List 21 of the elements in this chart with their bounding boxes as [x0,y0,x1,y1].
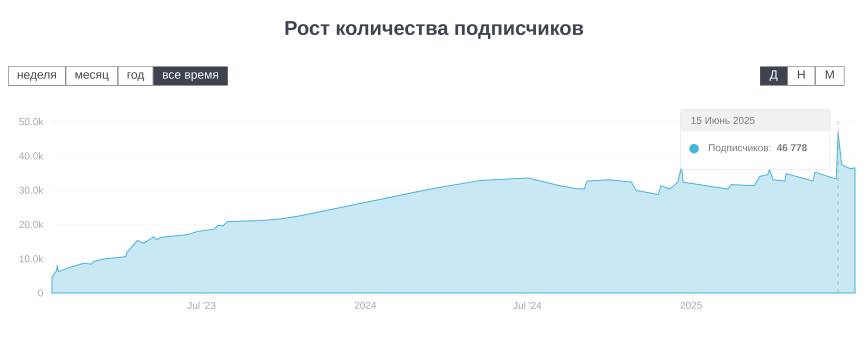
text: Д [770,70,778,82]
x-tick-label: 2024 [354,302,376,309]
y-tick-label: 30.0k [19,186,44,194]
chart-title: Рост количества подписчиков [285,21,584,39]
y-tick-label: 20.0k [19,220,44,228]
x-tick-label: 2025 [680,302,702,309]
y-tick-label: 10.0k [20,255,44,262]
text: месяц [75,72,109,82]
legend-label: Подписчиков: [708,144,770,154]
text: Н [798,70,805,79]
annotation: 15 Июнь 2025 [692,116,755,124]
annotation: 46 778 [776,144,807,152]
y-tick-label: 50.0k [19,118,44,126]
x-tick-label: Jul '23 [187,302,216,310]
text: все время [163,72,218,82]
text: неделя [18,72,56,82]
y-tick-label: 40.0k [19,152,44,160]
x-tick-label: Jul '24 [513,302,542,310]
y-tick-label: 0 [38,289,43,297]
text: М [826,70,834,79]
text: год [128,72,144,82]
